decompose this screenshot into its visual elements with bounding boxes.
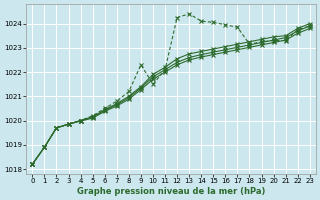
X-axis label: Graphe pression niveau de la mer (hPa): Graphe pression niveau de la mer (hPa): [77, 187, 265, 196]
